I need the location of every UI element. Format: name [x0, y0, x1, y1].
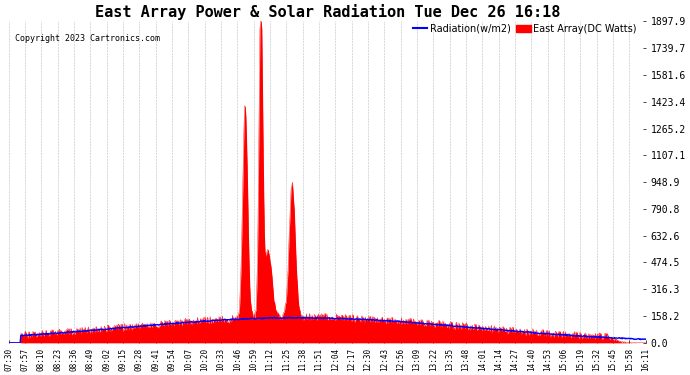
- Text: Copyright 2023 Cartronics.com: Copyright 2023 Cartronics.com: [15, 34, 160, 43]
- Title: East Array Power & Solar Radiation Tue Dec 26 16:18: East Array Power & Solar Radiation Tue D…: [95, 4, 560, 20]
- Legend: Radiation(w/m2), East Array(DC Watts): Radiation(w/m2), East Array(DC Watts): [409, 20, 641, 38]
